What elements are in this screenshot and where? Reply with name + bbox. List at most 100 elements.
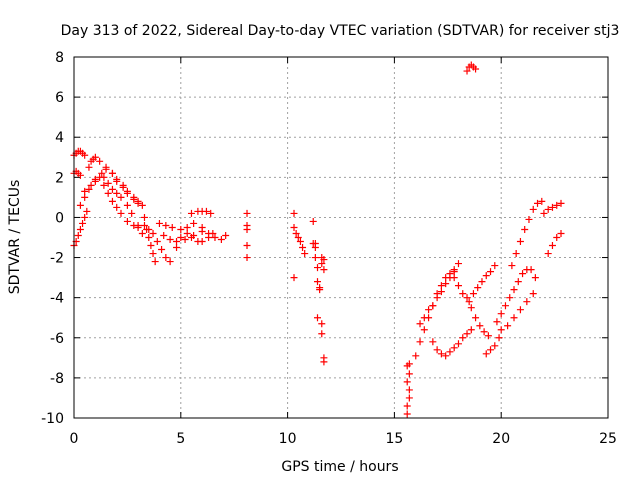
data-point (508, 262, 516, 270)
data-point (202, 207, 210, 215)
data-point (482, 350, 490, 358)
data-point (514, 278, 522, 286)
data-point (553, 201, 561, 209)
data-point (147, 242, 155, 250)
data-point (405, 370, 413, 378)
data-point (454, 340, 462, 348)
data-point (531, 274, 539, 282)
x-tick-label: 10 (279, 431, 297, 447)
data-point (420, 326, 428, 334)
data-point (79, 219, 87, 227)
data-point (314, 264, 322, 272)
data-point (81, 213, 89, 221)
data-point (183, 223, 191, 231)
data-point (463, 67, 471, 75)
data-point (98, 169, 106, 177)
data-point (243, 242, 251, 250)
data-point (484, 332, 492, 340)
y-axis-label: SDTVAR / TECUs (7, 180, 23, 295)
plot-frame (73, 56, 609, 419)
data-point (472, 314, 480, 322)
x-tick-labels: 0 5 10 15 20 25 (70, 431, 617, 447)
data-point (459, 334, 467, 342)
data-point (482, 272, 490, 280)
data-point (104, 179, 112, 187)
data-point (318, 330, 326, 338)
y-tick-label: 2 (55, 170, 64, 186)
data-point (108, 185, 116, 193)
data-point (117, 209, 125, 217)
data-point (160, 231, 168, 239)
data-point (425, 306, 433, 314)
data-point (85, 163, 93, 171)
data-point (429, 302, 437, 310)
data-point (463, 330, 471, 338)
data-point (173, 238, 181, 246)
data-point (177, 225, 185, 233)
data-point (474, 284, 482, 292)
y-tick-label: 4 (55, 130, 64, 146)
data-point (168, 223, 176, 231)
data-point (320, 266, 328, 274)
data-point (320, 358, 328, 366)
y-tick-label: -10 (41, 411, 64, 427)
data-point (162, 254, 170, 262)
data-point (467, 326, 475, 334)
data-point (100, 173, 108, 181)
data-point (96, 157, 104, 165)
data-point (243, 209, 251, 217)
data-point (211, 234, 219, 241)
data-point (316, 286, 324, 294)
data-point (529, 205, 537, 213)
data-point (190, 231, 198, 239)
data-point (506, 294, 514, 302)
y-tick-label: 6 (55, 90, 64, 106)
data-point (450, 344, 458, 352)
data-point (314, 278, 322, 286)
y-tick-label: -2 (50, 251, 64, 267)
data-point (318, 260, 326, 268)
data-point (145, 225, 153, 233)
data-point (76, 171, 84, 179)
data-point (134, 197, 142, 205)
data-point (198, 227, 206, 235)
data-point (318, 254, 326, 262)
data-point (529, 290, 537, 298)
data-point (128, 209, 136, 217)
data-point (309, 217, 317, 225)
data-point (516, 238, 524, 246)
data-point (544, 250, 552, 258)
data-point (463, 294, 471, 302)
data-point (296, 238, 304, 246)
data-point (405, 386, 413, 394)
data-point (123, 217, 131, 225)
data-point (102, 165, 110, 173)
x-tick-label: 15 (385, 431, 403, 447)
data-point (108, 197, 116, 205)
data-point (119, 181, 127, 189)
data-point (405, 394, 413, 402)
data-point (123, 201, 131, 209)
data-point (74, 231, 82, 239)
data-point (314, 314, 322, 322)
data-point (81, 151, 89, 159)
data-point (538, 197, 546, 205)
data-point (469, 290, 477, 298)
data-point (183, 229, 191, 237)
data-point (290, 223, 298, 231)
y-tick-labels: -10 -8 -6 -4 -2 0 2 4 6 8 (41, 50, 64, 427)
data-point (290, 209, 298, 217)
data-point (83, 207, 91, 215)
data-point (91, 177, 99, 185)
data-point (487, 346, 495, 354)
data-point (318, 320, 326, 328)
data-point (450, 268, 458, 276)
data-point (403, 410, 411, 418)
data-point (207, 209, 215, 217)
data-point (134, 221, 142, 229)
data-point (548, 242, 556, 250)
data-point (104, 189, 112, 197)
data-point (442, 352, 450, 360)
data-point (472, 65, 480, 73)
